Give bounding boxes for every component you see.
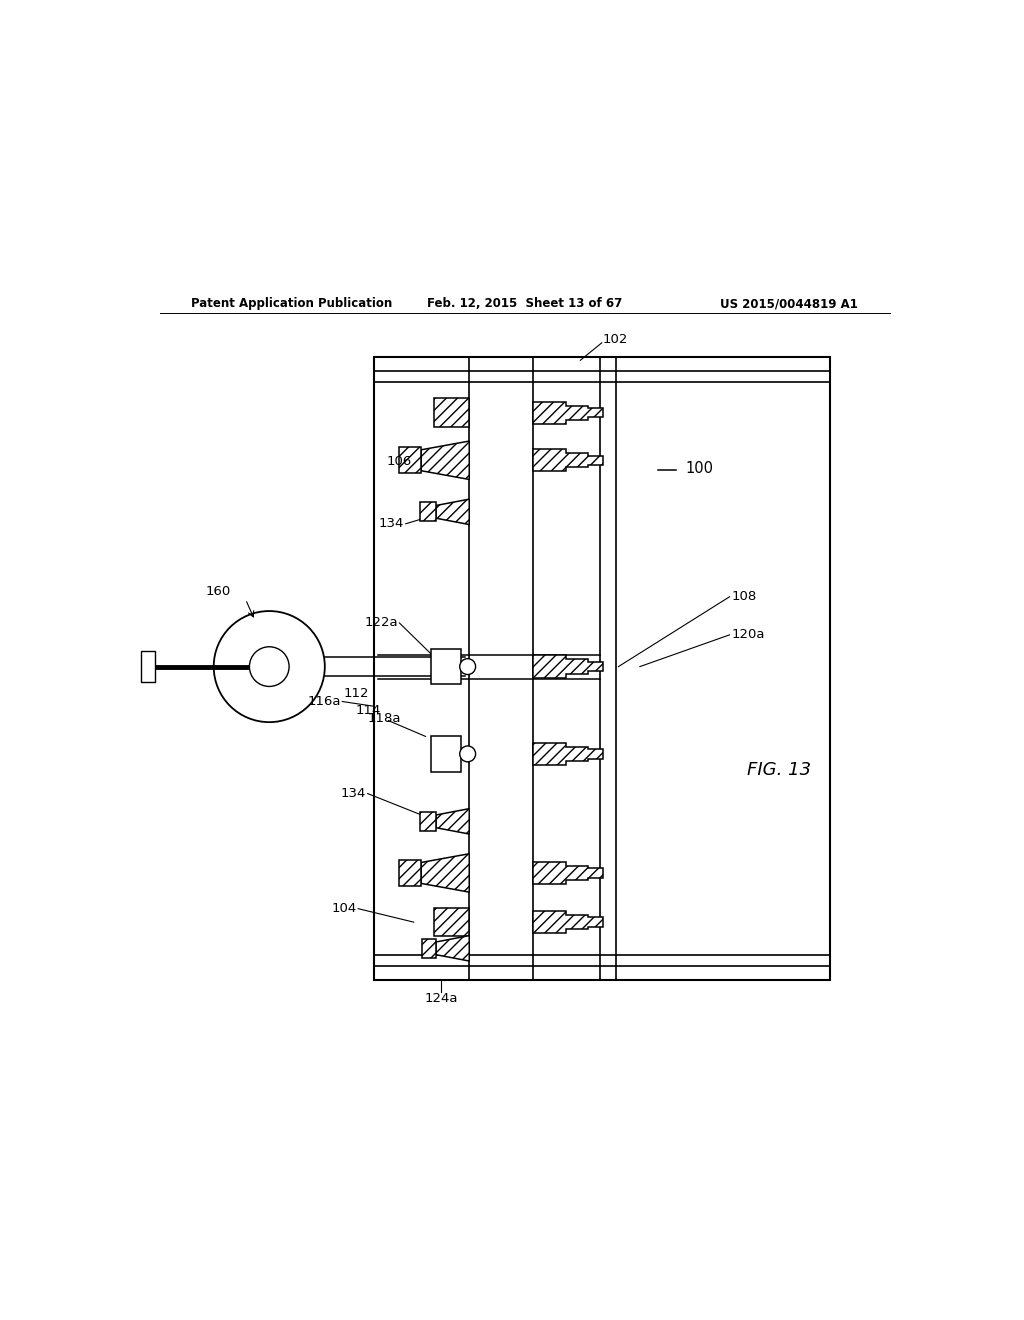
Text: 114: 114 [355, 704, 381, 717]
Bar [399, 447, 421, 474]
Text: 108: 108 [731, 590, 757, 603]
Text: Patent Application Publication: Patent Application Publication [191, 297, 393, 310]
Circle shape [250, 647, 289, 686]
Polygon shape [421, 441, 469, 479]
Text: 120a: 120a [731, 628, 765, 642]
Text: 122a: 122a [365, 616, 397, 630]
Polygon shape [436, 936, 469, 961]
Text: 118a: 118a [368, 711, 401, 725]
Text: 104: 104 [332, 902, 356, 915]
Bar [420, 503, 436, 521]
Bar [420, 812, 436, 830]
Text: US 2015/0044819 A1: US 2015/0044819 A1 [720, 297, 858, 310]
Polygon shape [532, 401, 602, 424]
Polygon shape [532, 862, 602, 884]
Polygon shape [532, 656, 602, 677]
Circle shape [214, 611, 325, 722]
Text: Feb. 12, 2015  Sheet 13 of 67: Feb. 12, 2015 Sheet 13 of 67 [427, 297, 623, 310]
Text: 100: 100 [685, 461, 714, 475]
Text: 134: 134 [379, 517, 404, 531]
Text: 124a: 124a [425, 991, 458, 1005]
Circle shape [460, 746, 475, 762]
Text: 112: 112 [344, 688, 370, 700]
Bar [431, 648, 461, 685]
Bar [433, 399, 469, 426]
Text: 116a: 116a [307, 696, 341, 708]
Text: 160: 160 [206, 585, 231, 598]
Text: FIG. 13: FIG. 13 [748, 760, 811, 779]
Polygon shape [436, 809, 469, 834]
Circle shape [460, 659, 475, 675]
Bar [399, 859, 421, 886]
Bar [140, 651, 155, 682]
Polygon shape [532, 911, 602, 933]
Polygon shape [421, 854, 469, 892]
Text: 102: 102 [602, 333, 628, 346]
Bar [422, 939, 436, 958]
Bar [431, 737, 461, 772]
Polygon shape [436, 499, 469, 524]
Bar [374, 358, 830, 979]
Bar [433, 908, 469, 936]
Text: 134: 134 [341, 787, 367, 800]
Polygon shape [532, 449, 602, 471]
Text: 106: 106 [387, 455, 412, 469]
Polygon shape [532, 743, 602, 766]
